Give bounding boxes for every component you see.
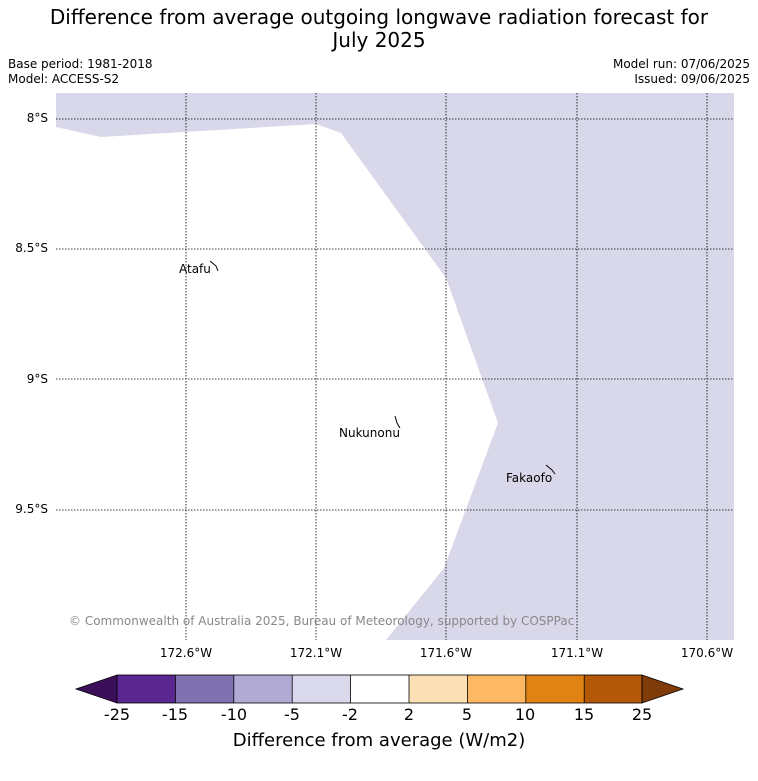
colorbar-min-extension bbox=[74, 674, 118, 704]
place-label-nukunonu: Nukunonu bbox=[339, 426, 400, 440]
colorbar-bin-minus5-minus2 bbox=[292, 675, 351, 703]
colorbar-frame bbox=[116, 674, 643, 704]
lon-label-171-1w: 171.1°W bbox=[550, 646, 604, 660]
colorbar-bin-10-15 bbox=[525, 675, 585, 703]
colorbar-tick-minus2: -2 bbox=[342, 705, 358, 724]
title-line-1: Difference from average outgoing longwav… bbox=[49, 5, 709, 29]
anomaly-region-minus5-to-minus2 bbox=[56, 93, 734, 640]
place-label-atafu: Atafu bbox=[179, 262, 211, 276]
colorbar-bin-5-10 bbox=[467, 675, 526, 703]
atafu-atoll bbox=[209, 260, 219, 272]
lat-label-9s: 9°S bbox=[26, 372, 48, 386]
colorbar-tick-minus10: -10 bbox=[220, 705, 248, 724]
lat-label-8s: 8°S bbox=[26, 111, 48, 125]
colorbar-tick-10: 10 bbox=[514, 705, 536, 724]
colorbar-bin-15-25 bbox=[584, 675, 642, 703]
lon-label-172-6w: 172.6°W bbox=[159, 646, 213, 660]
fakaofo-atoll bbox=[545, 464, 556, 475]
colorbar-tick-15: 15 bbox=[573, 705, 595, 724]
map-title: Difference from average outgoing longwav… bbox=[0, 6, 758, 52]
graticule bbox=[56, 93, 734, 640]
lon-label-171-6w: 171.6°W bbox=[419, 646, 473, 660]
colorbar-tick-25: 25 bbox=[631, 705, 653, 724]
lat-label-8-5s: 8.5°S bbox=[15, 241, 48, 255]
lon-label-172-1w: 172.1°W bbox=[289, 646, 343, 660]
base-period: Base period: 1981-2018 bbox=[8, 57, 153, 71]
colorbar-bin-minus15-minus10 bbox=[175, 675, 234, 703]
lat-label-9-5s: 9.5°S bbox=[15, 502, 48, 516]
meta-left: Base period: 1981-2018 Model: ACCESS-S2 bbox=[8, 57, 153, 87]
colorbar-bin-minus25-minus15 bbox=[117, 675, 176, 703]
nukunonu-atoll bbox=[394, 415, 401, 429]
colorbar-bin-minus2-2 bbox=[350, 675, 409, 703]
colorbar-tick-minus15: -15 bbox=[161, 705, 189, 724]
colorbar-tick-5: 5 bbox=[461, 705, 473, 724]
model-run: Model run: 07/06/2025 bbox=[612, 57, 750, 71]
lon-label-170-6w: 170.6°W bbox=[680, 646, 734, 660]
colorbar-tick-2: 2 bbox=[403, 705, 415, 724]
colorbar-dividers bbox=[174, 675, 585, 703]
colorbar-max-extension bbox=[641, 674, 685, 704]
colorbar bbox=[74, 674, 685, 704]
colorbar-tick-minus25: -25 bbox=[103, 705, 131, 724]
title-line-2: July 2025 bbox=[332, 28, 426, 52]
colorbar-bin-2-5 bbox=[409, 675, 468, 703]
island-coastlines bbox=[209, 260, 556, 475]
colorbar-bin-minus10-minus5 bbox=[233, 675, 293, 703]
colorbar-title: Difference from average (W/m2) bbox=[232, 730, 526, 751]
meta-right: Model run: 07/06/2025 Issued: 09/06/2025 bbox=[613, 57, 750, 87]
map-panel bbox=[56, 93, 734, 640]
place-label-fakaofo: Fakaofo bbox=[506, 471, 553, 485]
copyright-notice: © Commonwealth of Australia 2025, Bureau… bbox=[69, 614, 575, 628]
issued-date: Issued: 09/06/2025 bbox=[634, 72, 750, 86]
colorbar-tick-minus5: -5 bbox=[284, 705, 300, 724]
model-name: Model: ACCESS-S2 bbox=[8, 72, 120, 86]
